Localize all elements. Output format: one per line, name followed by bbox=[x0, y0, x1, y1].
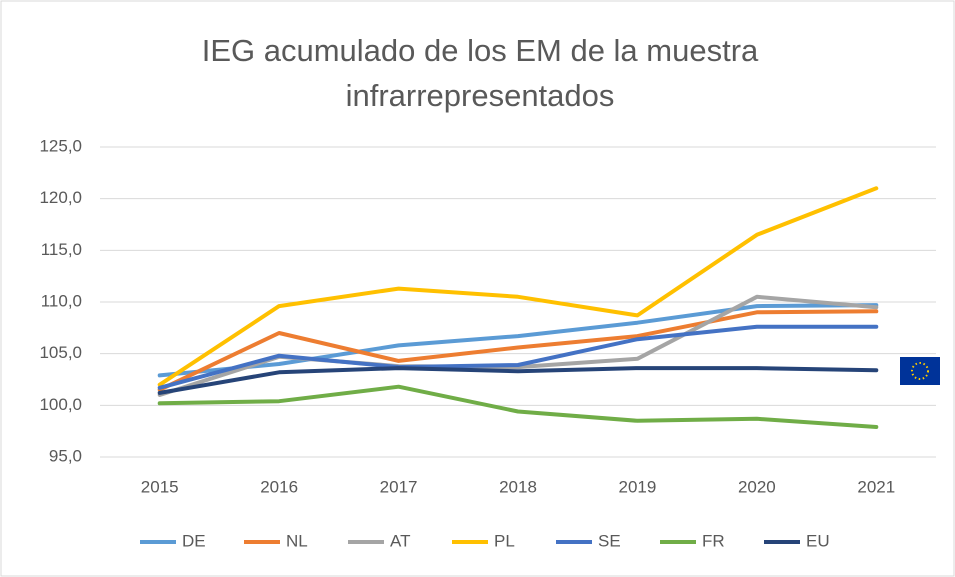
legend-label: FR bbox=[702, 531, 725, 550]
legend-label: PL bbox=[494, 531, 515, 550]
legend-label: DE bbox=[182, 531, 206, 550]
series-line bbox=[157, 303, 879, 378]
x-tick-label: 2020 bbox=[738, 477, 776, 496]
y-tick-label: 100,0 bbox=[39, 395, 82, 414]
chart-title: IEG acumulado de los EM de la muestra bbox=[202, 33, 759, 68]
eu-flag bbox=[900, 357, 940, 385]
series-line bbox=[157, 384, 879, 429]
x-tick-label: 2021 bbox=[857, 477, 895, 496]
y-tick-label: 125,0 bbox=[39, 136, 82, 155]
series-line bbox=[157, 324, 879, 390]
x-tick-label: 2016 bbox=[260, 477, 298, 496]
series-line bbox=[157, 186, 879, 387]
legend-label: SE bbox=[598, 531, 621, 550]
y-tick-label: 120,0 bbox=[39, 188, 82, 207]
legend-label: EU bbox=[806, 531, 830, 550]
y-tick-label: 95,0 bbox=[49, 446, 82, 465]
legend-label: NL bbox=[286, 531, 308, 550]
x-tick-label: 2017 bbox=[380, 477, 418, 496]
legend-label: AT bbox=[390, 531, 410, 550]
y-tick-label: 105,0 bbox=[39, 343, 82, 362]
x-tick-label: 2015 bbox=[141, 477, 179, 496]
series-line bbox=[157, 366, 879, 395]
x-tick-label: 2019 bbox=[619, 477, 657, 496]
y-tick-label: 110,0 bbox=[41, 291, 82, 310]
series-line bbox=[157, 309, 879, 392]
y-tick-label: 115,0 bbox=[41, 240, 82, 259]
chart-title: infrarrepresentados bbox=[346, 78, 615, 113]
x-tick-label: 2018 bbox=[499, 477, 537, 496]
